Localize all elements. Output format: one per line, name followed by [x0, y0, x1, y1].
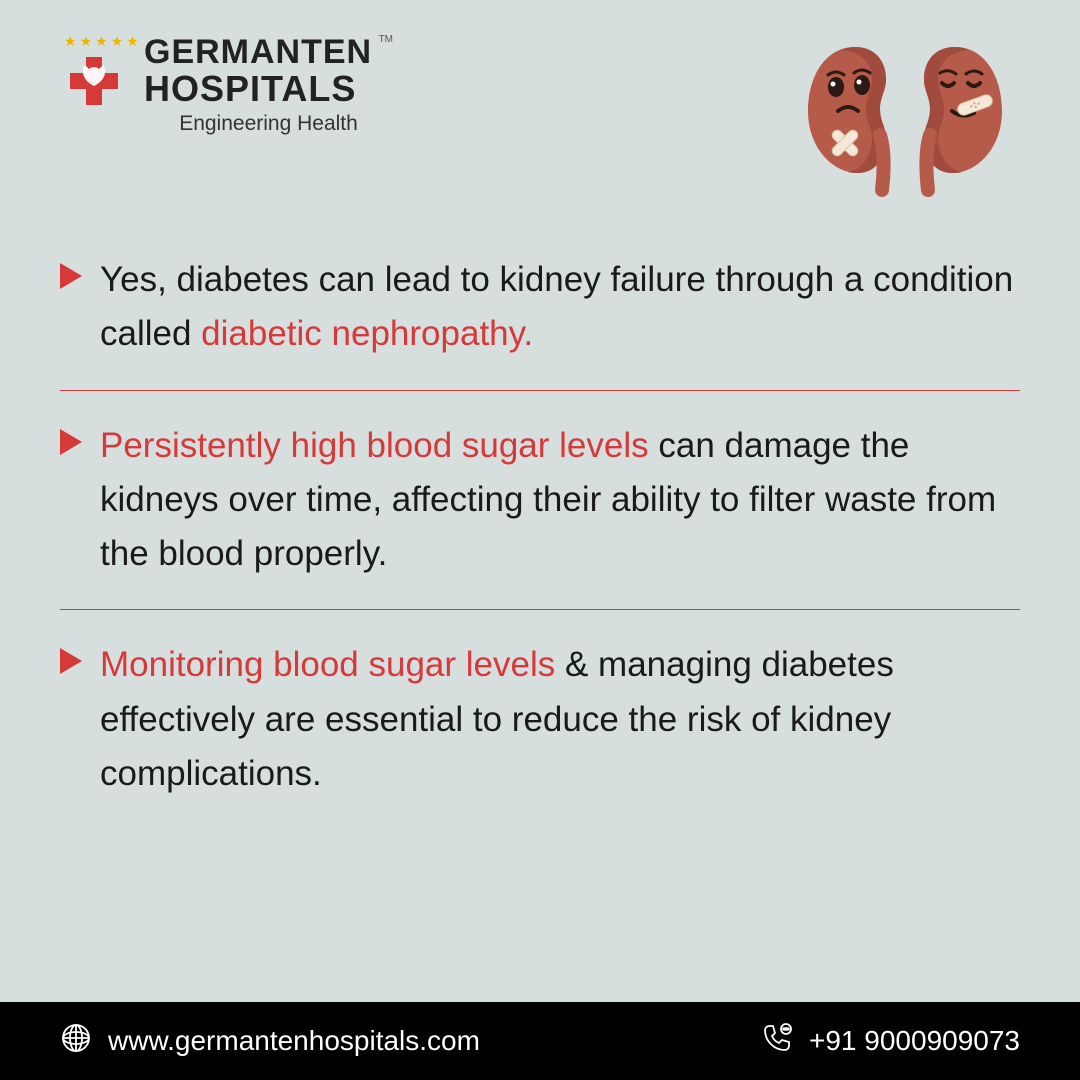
header-row: ★ ★ ★ ★ ★ GERMANTEN TM HO — [0, 0, 1080, 215]
bullet-text: Monitoring blood sugar levels & managing… — [100, 638, 1020, 801]
tm-mark: TM — [379, 34, 393, 45]
infographic-page: ★ ★ ★ ★ ★ GERMANTEN TM HO — [0, 0, 1080, 1080]
triangle-bullet-icon — [60, 648, 82, 674]
brand-logo: ★ ★ ★ ★ ★ GERMANTEN TM HO — [60, 35, 393, 134]
phone-icon — [761, 1022, 793, 1061]
star-icon: ★ — [126, 33, 139, 50]
star-icon: ★ — [80, 33, 93, 50]
logo-text: GERMANTEN TM HOSPITALS Engineering Healt… — [144, 35, 393, 134]
bullet-item: Yes, diabetes can lead to kidney failure… — [60, 225, 1020, 390]
star-icon: ★ — [111, 33, 124, 50]
highlight-span: Monitoring blood sugar levels — [100, 645, 555, 684]
logo-line1: GERMANTEN — [144, 33, 372, 71]
logo-mark: ★ ★ ★ ★ ★ — [60, 35, 130, 115]
phone-text: +91 9000909073 — [809, 1025, 1020, 1057]
bullet-row: Persistently high blood sugar levels can… — [60, 419, 1020, 582]
bullet-text: Persistently high blood sugar levels can… — [100, 419, 1020, 582]
footer-bar: www.germantenhospitals.com +91 900090907… — [0, 1002, 1080, 1080]
highlight-span: Persistently high blood sugar levels — [100, 426, 649, 465]
bullet-item: Monitoring blood sugar levels & managing… — [60, 610, 1020, 829]
star-icon: ★ — [64, 33, 77, 50]
medical-cross-icon — [66, 53, 122, 109]
highlight-span: diabetic nephropathy. — [201, 314, 533, 353]
logo-stars: ★ ★ ★ ★ ★ — [64, 33, 139, 50]
footer-phone: +91 9000909073 — [761, 1022, 1020, 1061]
star-icon: ★ — [95, 33, 108, 50]
logo-line2: HOSPITALS — [144, 71, 393, 107]
bullet-text: Yes, diabetes can lead to kidney failure… — [100, 253, 1020, 362]
kidneys-illustration — [790, 35, 1020, 205]
triangle-bullet-icon — [60, 263, 82, 289]
website-text: www.germantenhospitals.com — [108, 1025, 480, 1057]
bullet-row: Monitoring blood sugar levels & managing… — [60, 638, 1020, 801]
globe-icon — [60, 1022, 92, 1061]
bullet-row: Yes, diabetes can lead to kidney failure… — [60, 253, 1020, 362]
footer-website: www.germantenhospitals.com — [60, 1022, 701, 1061]
bullet-item: Persistently high blood sugar levels can… — [60, 391, 1020, 610]
triangle-bullet-icon — [60, 429, 82, 455]
bullet-list: Yes, diabetes can lead to kidney failure… — [0, 215, 1080, 1002]
logo-tagline: Engineering Health — [144, 113, 393, 134]
